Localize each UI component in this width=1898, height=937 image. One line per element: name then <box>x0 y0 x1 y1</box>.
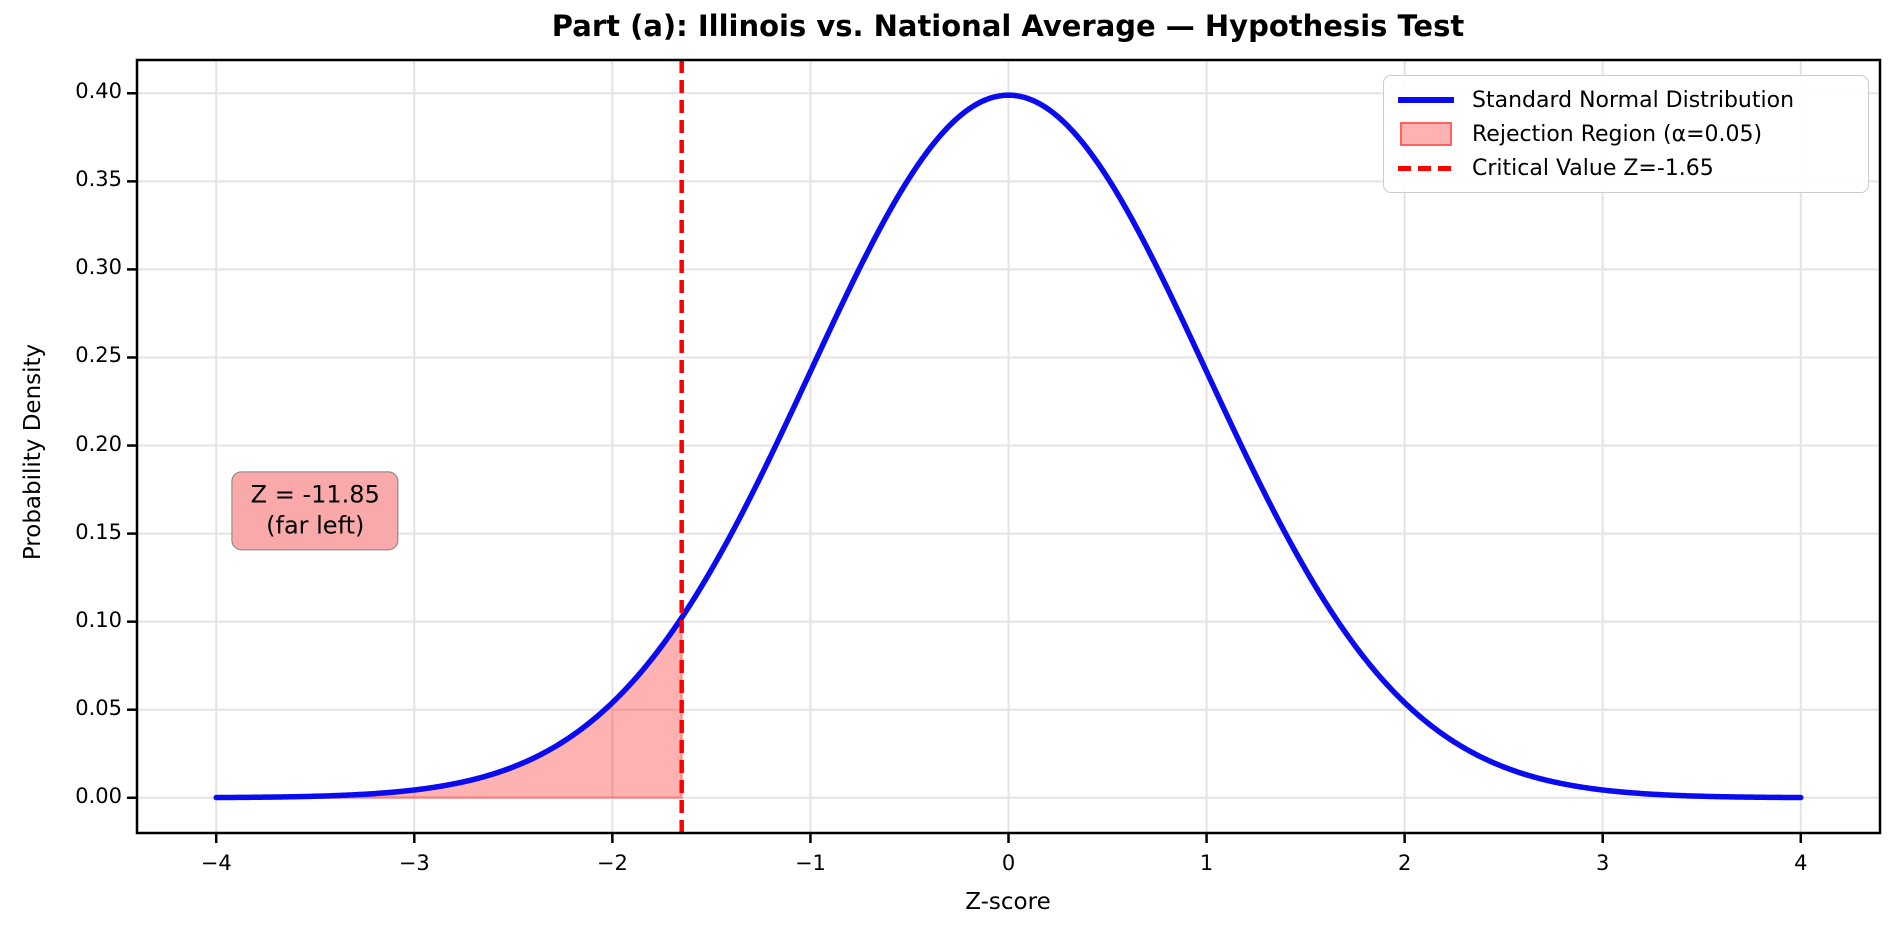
annotation-callout: Z = -11.85 (far left) <box>231 471 399 551</box>
y-tick-label: 0.25 <box>75 343 122 368</box>
legend-item-standard-normal: Standard Normal Distribution <box>1398 84 1858 116</box>
y-tick-label: 0.10 <box>75 607 122 632</box>
x-tick-label: 4 <box>1794 851 1808 875</box>
chart-title: Part (a): Illinois vs. National Average … <box>551 9 1465 43</box>
y-tick-label: 0.15 <box>75 519 122 544</box>
legend-item-critical-value: Critical Value Z=-1.65 <box>1398 152 1858 184</box>
x-tick-label: 1 <box>1199 851 1214 875</box>
legend-label: Critical Value Z=-1.65 <box>1472 155 1714 181</box>
y-tick-label: 0.00 <box>75 783 122 808</box>
legend-blue-line-swatch <box>1398 97 1454 103</box>
legend-label: Rejection Region (α=0.05) <box>1472 121 1763 147</box>
normal-curve <box>213 92 1804 801</box>
x-tick-label: −4 <box>200 851 232 875</box>
x-tick-label: −3 <box>398 851 430 875</box>
y-tick-label: 0.20 <box>75 431 122 456</box>
y-tick-label: 0.40 <box>75 79 122 104</box>
legend: Standard Normal Distribution Rejection R… <box>1383 75 1869 193</box>
y-tick-label: 0.05 <box>75 695 122 720</box>
x-tick-label: −1 <box>794 851 826 875</box>
x-tick-label: 3 <box>1596 851 1610 875</box>
x-tick-label: −2 <box>596 851 628 875</box>
y-tick-label: 0.30 <box>75 255 122 280</box>
legend-pink-patch-swatch <box>1398 122 1454 146</box>
x-tick-label: 2 <box>1397 851 1412 875</box>
annotation-line-1: Z = -11.85 <box>250 480 380 509</box>
annotation-line-2: (far left) <box>266 511 365 540</box>
legend-item-rejection-region: Rejection Region (α=0.05) <box>1398 118 1858 150</box>
x-tick-label: 0 <box>1001 851 1016 875</box>
x-axis-label: Z-score <box>965 889 1051 915</box>
y-tick-label: 0.35 <box>75 167 122 192</box>
legend-label: Standard Normal Distribution <box>1472 87 1795 113</box>
legend-red-dashed-swatch <box>1398 165 1454 171</box>
